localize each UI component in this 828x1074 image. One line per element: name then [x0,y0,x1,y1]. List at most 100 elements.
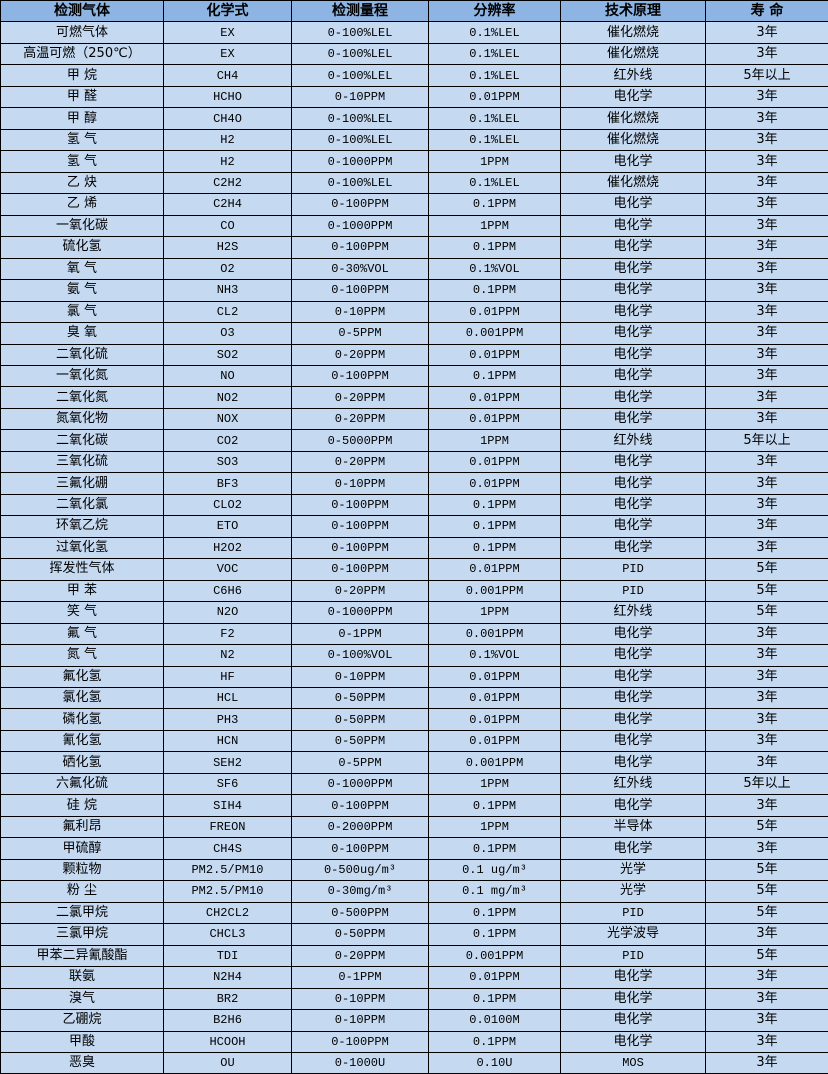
cell-formula: PM2.5/PM10 [163,858,292,882]
cell-principle: 红外线 [560,772,706,796]
cell-gas-name: 氢 气 [0,150,164,173]
cell-resolution: 1PPM [428,429,561,452]
cell-range: 0-1000PPM [291,150,429,173]
cell-lifespan: 5年 [705,858,828,882]
cell-gas-name: 甲硫醇 [0,837,164,860]
cell-resolution: 0.1%VOL [428,257,561,281]
cell-principle: 催化燃烧 [560,128,706,152]
table-row: 氰化氢 HCN 0-50PPM 0.01PPM 电化学 3年 [0,729,828,753]
table-row: 氨 气 NH3 0-100PPM 0.1PPM 电化学 3年 [0,279,828,302]
cell-formula: N2H4 [163,966,292,989]
header-range: 检测量程 [291,0,429,23]
cell-principle: 电化学 [560,1030,706,1053]
cell-principle: 电化学 [560,322,706,345]
cell-range: 0-20PPM [291,450,429,474]
table-row: 氯化氢 HCL 0-50PPM 0.01PPM 电化学 3年 [0,686,828,710]
cell-formula: B2H6 [163,1009,292,1032]
cell-gas-name: 过氧化氢 [0,536,164,560]
cell-gas-name: 二氧化硫 [0,343,164,366]
cell-range: 0-100%LEL [291,21,429,44]
cell-gas-name: 硒化氢 [0,751,164,774]
cell-lifespan: 5年以上 [705,429,828,452]
cell-formula: BF3 [163,472,292,495]
cell-principle: 电化学 [560,708,706,731]
table-row: 三氧化硫 SO3 0-20PPM 0.01PPM 电化学 3年 [0,450,828,474]
table-row: 氟 气 F2 0-1PPM 0.001PPM 电化学 3年 [0,622,828,646]
cell-resolution: 0.001PPM [428,944,561,968]
cell-formula: PM2.5/PM10 [163,880,292,903]
table-row: 臭 氧 O3 0-5PPM 0.001PPM 电化学 3年 [0,322,828,345]
table-row: 溴气 BR2 0-10PPM 0.1PPM 电化学 3年 [0,987,828,1011]
cell-gas-name: 粉 尘 [0,880,164,903]
cell-range: 0-500ug/m³ [291,858,429,882]
table-row: 氟化氢 HF 0-10PPM 0.01PPM 电化学 3年 [0,665,828,689]
cell-resolution: 0.001PPM [428,751,561,774]
cell-lifespan: 3年 [705,1009,828,1032]
cell-lifespan: 5年以上 [705,64,828,87]
cell-gas-name: 氰化氢 [0,729,164,753]
cell-lifespan: 3年 [705,837,828,860]
cell-lifespan: 3年 [705,1030,828,1053]
cell-lifespan: 5年 [705,901,828,925]
cell-principle: 红外线 [560,64,706,87]
cell-range: 0-100PPM [291,515,429,538]
table-row: 氟利昂 FREON 0-2000PPM 1PPM 半导体 5年 [0,815,828,839]
cell-gas-name: 二氯甲烷 [0,901,164,925]
cell-range: 0-20PPM [291,407,429,431]
cell-formula: C2H2 [163,171,292,195]
cell-range: 0-100PPM [291,236,429,259]
cell-range: 0-100%LEL [291,64,429,87]
cell-principle: 红外线 [560,429,706,452]
cell-range: 0-100PPM [291,1030,429,1053]
cell-gas-name: 氟 气 [0,622,164,646]
cell-resolution: 0.1%LEL [428,64,561,87]
table-row: 粉 尘 PM2.5/PM10 0-30mg/m³ 0.1 mg/m³ 光学 5年 [0,880,828,903]
cell-range: 0-100%LEL [291,107,429,130]
cell-gas-name: 环氧乙烷 [0,515,164,538]
cell-lifespan: 3年 [705,794,828,817]
cell-lifespan: 3年 [705,300,828,324]
cell-gas-name: 甲 苯 [0,579,164,603]
cell-gas-name: 联氨 [0,966,164,989]
table-row: 磷化氢 PH3 0-50PPM 0.01PPM 电化学 3年 [0,708,828,731]
cell-resolution: 0.1PPM [428,193,561,216]
cell-range: 0-10PPM [291,1009,429,1032]
cell-range: 0-50PPM [291,708,429,731]
cell-lifespan: 5年 [705,944,828,968]
cell-resolution: 0.01PPM [428,558,561,581]
cell-principle: 电化学 [560,236,706,259]
cell-resolution: 0.01PPM [428,708,561,731]
cell-range: 0-50PPM [291,729,429,753]
cell-lifespan: 3年 [705,42,828,66]
cell-formula: CHCL3 [163,923,292,946]
cell-resolution: 0.1%LEL [428,171,561,195]
cell-principle: 催化燃烧 [560,171,706,195]
cell-resolution: 0.01PPM [428,686,561,710]
cell-lifespan: 3年 [705,171,828,195]
table-row: 恶臭 OU 0-1000U 0.10U MOS 3年 [0,1051,828,1074]
cell-range: 0-5PPM [291,322,429,345]
cell-formula: OU [163,1051,292,1074]
cell-resolution: 0.1%VOL [428,644,561,667]
cell-range: 0-5PPM [291,751,429,774]
cell-principle: 电化学 [560,85,706,109]
cell-lifespan: 3年 [705,214,828,238]
cell-formula: CO [163,214,292,238]
cell-resolution: 0.01PPM [428,85,561,109]
cell-lifespan: 3年 [705,515,828,538]
cell-gas-name: 颗粒物 [0,858,164,882]
cell-resolution: 0.1PPM [428,837,561,860]
cell-gas-name: 氟化氢 [0,665,164,689]
cell-resolution: 0.01PPM [428,472,561,495]
cell-gas-name: 恶臭 [0,1051,164,1074]
cell-formula: CH4O [163,107,292,130]
cell-gas-name: 高温可燃（250℃） [0,42,164,66]
cell-principle: 电化学 [560,794,706,817]
cell-gas-name: 氢 气 [0,128,164,152]
cell-formula: HF [163,665,292,689]
cell-principle: 电化学 [560,622,706,646]
cell-gas-name: 挥发性气体 [0,558,164,581]
cell-formula: O2 [163,257,292,281]
cell-gas-name: 溴气 [0,987,164,1011]
header-formula: 化学式 [163,0,292,23]
